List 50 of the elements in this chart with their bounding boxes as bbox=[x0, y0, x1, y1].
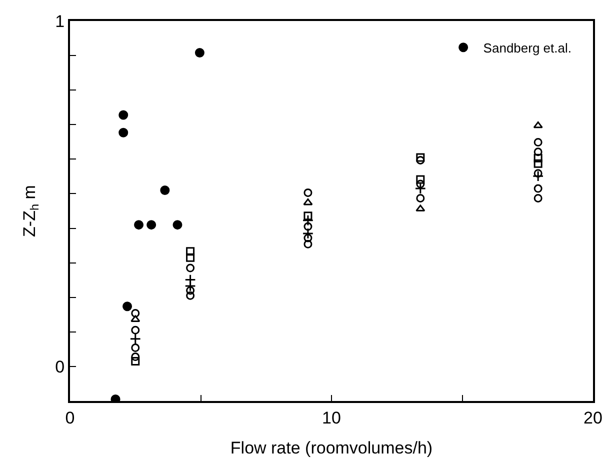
point bbox=[414, 182, 426, 194]
point bbox=[533, 121, 543, 128]
point bbox=[304, 212, 312, 220]
point bbox=[131, 357, 140, 366]
point bbox=[416, 153, 425, 162]
point bbox=[131, 344, 140, 352]
point bbox=[172, 220, 182, 230]
point bbox=[304, 234, 312, 242]
point bbox=[534, 184, 542, 193]
point bbox=[304, 188, 312, 197]
point bbox=[416, 180, 425, 188]
point bbox=[534, 159, 542, 168]
point bbox=[532, 170, 544, 182]
point bbox=[534, 169, 542, 178]
point bbox=[416, 156, 425, 164]
point bbox=[131, 326, 140, 334]
point bbox=[131, 352, 140, 362]
point bbox=[186, 247, 195, 256]
legend-label: Sandberg et.al. bbox=[483, 40, 572, 56]
y-tick-label: 1 bbox=[55, 12, 65, 31]
point bbox=[186, 291, 195, 300]
point bbox=[194, 48, 204, 58]
point bbox=[146, 220, 156, 230]
point bbox=[131, 309, 140, 318]
point bbox=[186, 264, 195, 272]
point bbox=[303, 198, 313, 206]
point bbox=[304, 222, 312, 231]
point bbox=[186, 286, 195, 295]
point bbox=[130, 315, 140, 322]
point bbox=[534, 154, 542, 162]
point bbox=[416, 175, 425, 184]
point bbox=[302, 228, 314, 240]
point bbox=[534, 194, 542, 202]
point bbox=[534, 148, 542, 156]
point bbox=[186, 253, 195, 262]
x-tick-label: 20 bbox=[584, 408, 602, 428]
point bbox=[118, 128, 128, 138]
point bbox=[118, 110, 128, 120]
x-tick-label: 10 bbox=[322, 408, 341, 428]
point bbox=[302, 214, 314, 226]
point bbox=[304, 240, 312, 248]
point bbox=[130, 333, 142, 344]
point bbox=[416, 194, 425, 202]
point bbox=[184, 280, 196, 292]
x-axis-title: Flow rate (roomvolumes/h) bbox=[230, 438, 433, 458]
point bbox=[122, 302, 132, 312]
point bbox=[134, 220, 144, 230]
point bbox=[534, 138, 542, 146]
point bbox=[416, 204, 426, 212]
point bbox=[160, 186, 170, 196]
